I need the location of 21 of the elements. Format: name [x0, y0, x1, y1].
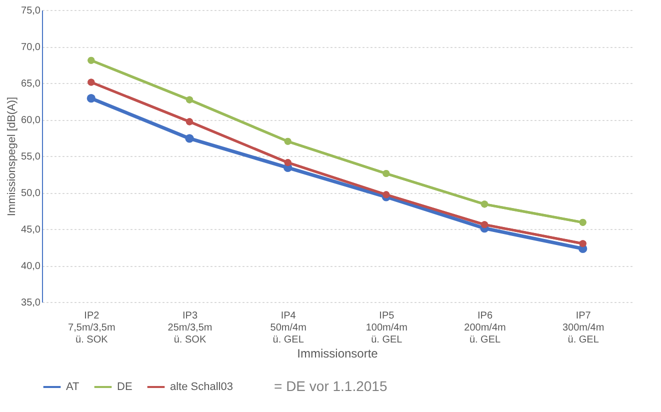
- text: = DE vor 1.1.2015: [274, 378, 388, 394]
- y-tick-label: 60,0: [21, 115, 41, 126]
- y-axis-title: Immissionspegel [dB(A)]: [6, 96, 18, 216]
- y-tick-label: 65,0: [21, 78, 41, 90]
- x-tick-label: IP4 50m/4m ü. GEL: [270, 310, 306, 346]
- y-tick-label: 40,0: [21, 261, 41, 272]
- y-tick-label: 70,0: [21, 42, 41, 53]
- x-tick-label: IP2 7,5m/3,5m ü. SOK: [68, 310, 116, 346]
- legend-label: alte Schall03: [170, 381, 233, 393]
- x-tick-label: IP6 200m/4m ü. GEL: [464, 310, 506, 346]
- x-tick-label: IP7 300m/4m ü. GEL: [562, 310, 604, 346]
- y-tick-label: 75,0: [21, 6, 41, 16]
- legend-label: AT: [66, 381, 80, 393]
- x-tick-label: IP5 100m/4m ü. GEL: [366, 310, 408, 346]
- legend-label: DE: [117, 381, 132, 393]
- y-tick-label: 35,0: [21, 298, 41, 308]
- y-tick-label: 50,0: [21, 188, 41, 199]
- y-tick-label: 55,0: [21, 152, 41, 162]
- x-tick-label: IP3 25m/3,5m ü. SOK: [168, 310, 212, 346]
- x-axis-title: Immissionsorte: [297, 346, 378, 360]
- y-tick-label: 45,0: [21, 224, 41, 236]
